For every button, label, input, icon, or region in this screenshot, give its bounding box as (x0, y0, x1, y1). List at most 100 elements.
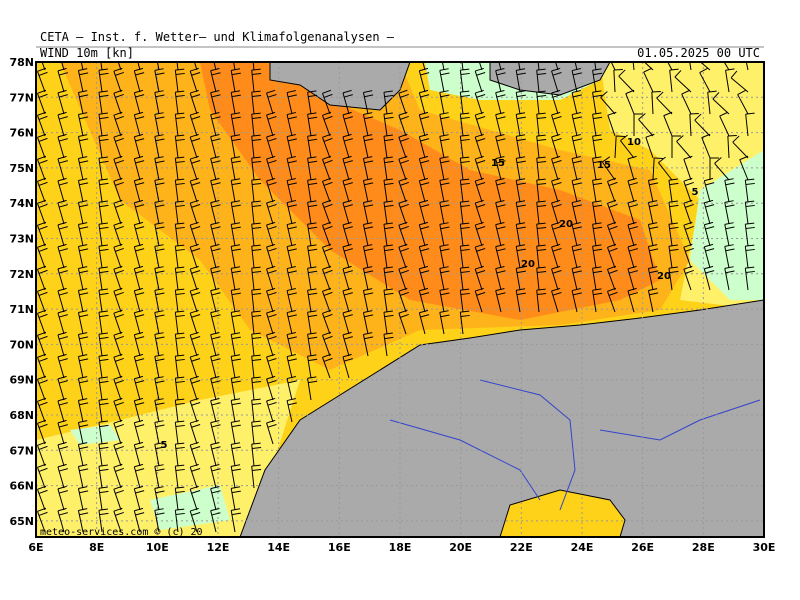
barb-feather (115, 137, 124, 142)
barb-feather (37, 419, 47, 424)
barb-staff (724, 246, 730, 269)
barb-staff (286, 378, 293, 401)
barb-feather (308, 248, 318, 252)
barb-feather (572, 94, 582, 98)
barb-feather (475, 287, 484, 292)
barb-staff (210, 444, 217, 467)
barb-feather (57, 463, 67, 468)
barb-staff (398, 269, 407, 291)
barb-feather (308, 94, 318, 98)
barb-staff (362, 202, 369, 225)
barb-feather (363, 288, 373, 291)
barb-staff (652, 158, 655, 181)
barb-feather (537, 183, 547, 185)
barb-feather (725, 226, 735, 230)
barb-feather (460, 156, 470, 159)
barb-feather (78, 442, 88, 445)
barb-staff (322, 291, 331, 313)
barb-feather (267, 226, 277, 230)
barb-staff (37, 93, 46, 115)
barb-staff (668, 246, 673, 269)
barb-feather (363, 200, 373, 203)
lon-label: 8E (89, 541, 104, 554)
barb-feather (38, 313, 48, 318)
barb-feather (211, 468, 221, 472)
barb-staff (251, 268, 255, 291)
barb-feather (38, 225, 48, 230)
barb-feather (745, 226, 755, 230)
barb-feather (154, 222, 164, 225)
barb-feather (475, 243, 484, 248)
barb-staff (113, 93, 122, 115)
barb-feather (342, 111, 352, 116)
barb-feather (98, 244, 108, 247)
barb-staff (37, 203, 46, 225)
barb-staff (418, 312, 426, 335)
barb-feather (252, 403, 262, 405)
barb-staff (57, 488, 65, 511)
barb-feather (113, 375, 123, 380)
barb-feather (475, 199, 484, 204)
barb-staff (683, 269, 692, 291)
barb-staff (383, 334, 388, 357)
lat-label: 77N (9, 91, 34, 104)
barb-feather (79, 94, 89, 98)
barb-feather (154, 112, 164, 115)
barb-staff (251, 180, 255, 203)
barb-feather (307, 376, 317, 379)
barb-staff (571, 290, 578, 313)
barb-feather (59, 292, 68, 296)
barb-feather (191, 446, 201, 450)
barb-staff (474, 202, 483, 225)
barb-staff (551, 290, 559, 313)
barb-staff (515, 246, 521, 269)
barb-staff (607, 181, 616, 203)
barb-staff (100, 62, 103, 71)
barb-feather (190, 353, 199, 358)
barb-staff (154, 136, 160, 159)
barb-staff (77, 136, 84, 159)
barb-feather (59, 182, 68, 186)
barb-feather (175, 182, 185, 186)
barb-feather (286, 310, 296, 314)
barb-feather (307, 156, 317, 159)
barb-feather (308, 380, 318, 384)
barb-feather (572, 292, 582, 296)
barb-feather (252, 161, 262, 163)
barb-feather (99, 182, 109, 186)
barb-feather (134, 155, 144, 160)
barb-staff (266, 180, 274, 203)
barb-feather (78, 200, 88, 203)
barb-staff (322, 137, 331, 159)
barb-feather (251, 222, 261, 225)
barb-feather (115, 291, 124, 296)
barb-feather (154, 156, 164, 159)
barb-feather (231, 380, 241, 384)
barb-feather (460, 200, 470, 203)
barb-feather (211, 402, 221, 406)
barb-feather (59, 468, 68, 472)
barb-staff (744, 246, 749, 269)
barb-feather (37, 485, 47, 490)
barb-feather (175, 424, 185, 428)
barb-feather (287, 182, 297, 186)
barb-staff (398, 247, 407, 269)
barb-feather (190, 177, 199, 182)
barb-feather (266, 177, 276, 182)
barb-feather (79, 358, 89, 362)
barb-staff (676, 141, 692, 159)
barb-feather (732, 135, 740, 143)
barb-feather (57, 309, 67, 314)
barb-staff (307, 378, 312, 401)
barb-feather (607, 265, 617, 270)
barb-staff (77, 92, 84, 115)
barb-staff (418, 136, 426, 159)
barb-staff (474, 246, 483, 269)
barb-staff (57, 466, 65, 489)
barb-staff (37, 159, 46, 181)
barb-feather (322, 89, 332, 94)
barb-staff (174, 378, 179, 401)
barb-staff (37, 71, 46, 93)
barb-staff (57, 444, 65, 467)
